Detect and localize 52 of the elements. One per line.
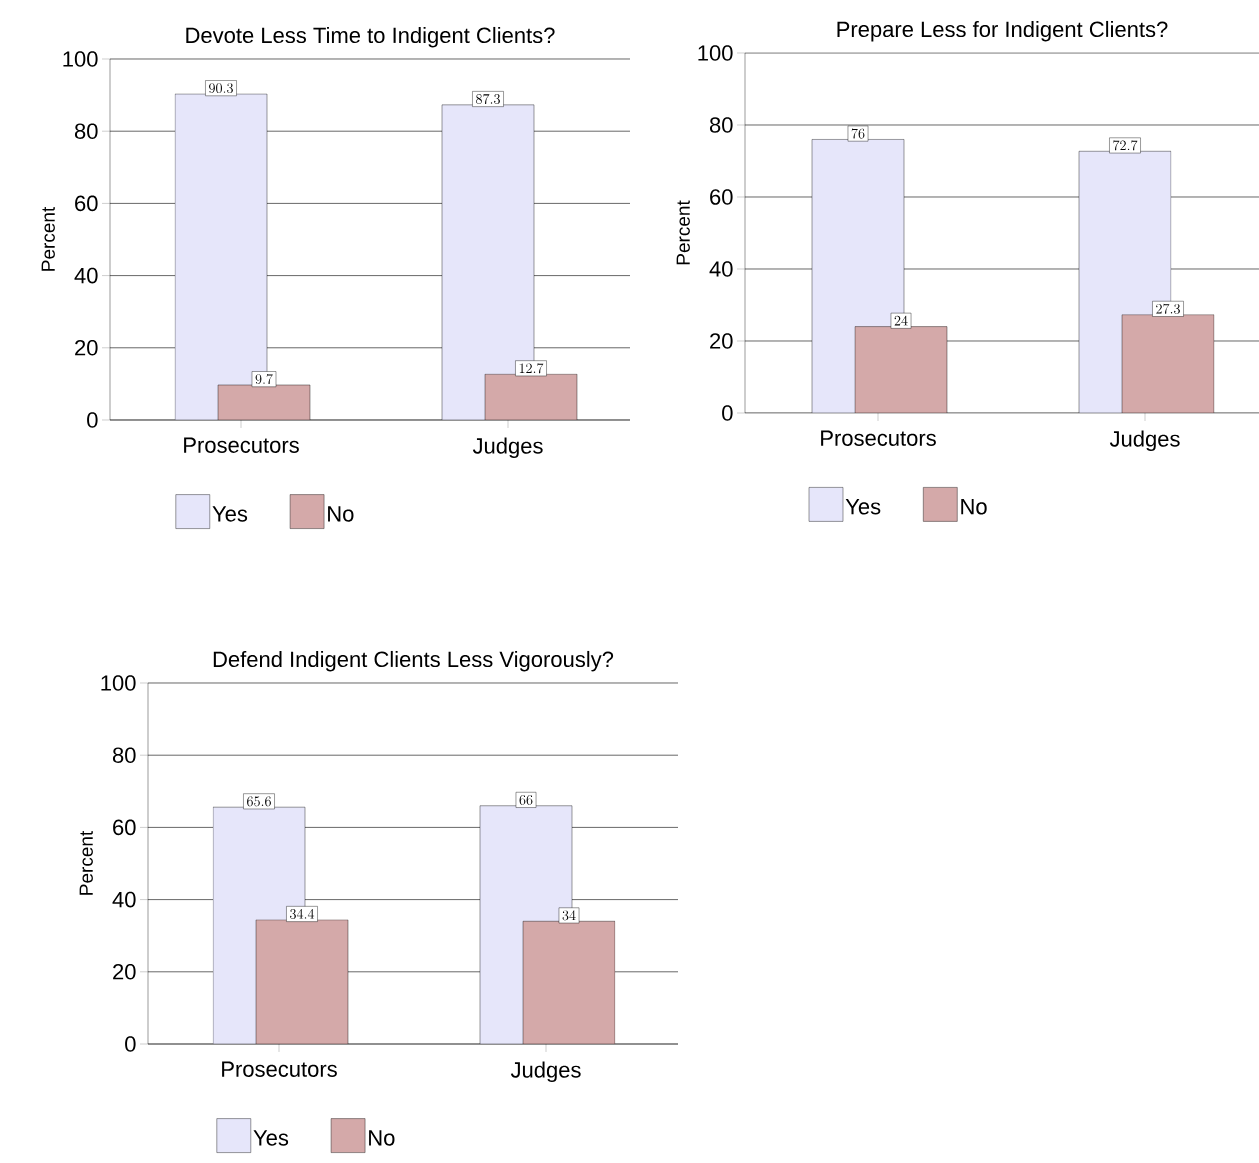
y-tick-label: 60 <box>75 195 98 212</box>
y-tick-label: 60 <box>113 819 136 836</box>
y-tick-label: 60 <box>710 189 733 205</box>
data-label: 76 <box>851 128 865 139</box>
y-tick-label: 80 <box>74 123 98 139</box>
legend-label: No <box>328 506 354 522</box>
y-tick-label: 0 <box>125 1036 136 1052</box>
x-tick-label: Judges <box>472 437 543 459</box>
data-label: 66 <box>519 794 533 805</box>
legend-label: No <box>369 1130 395 1146</box>
y-tick-label: 20 <box>75 340 98 356</box>
bar <box>217 384 311 420</box>
y-tick-label: 100 <box>698 45 733 61</box>
y-tick-label: 20 <box>113 964 136 980</box>
y-tick-label: 40 <box>709 261 733 277</box>
y-tick-label: 100 <box>63 51 98 67</box>
chart-title: Devote Less Time to Indigent Clients? <box>186 26 555 48</box>
data-label: 87.3 <box>476 93 500 104</box>
legend-label: Yes <box>253 1130 289 1146</box>
chart-title: Defend Indigent Clients Less Vigorously? <box>213 650 614 672</box>
y-tick-label: 80 <box>112 747 136 763</box>
data-label: 65.6 <box>247 796 271 807</box>
y-tick-label: 0 <box>87 412 98 428</box>
y-axis-title: Percent <box>676 200 690 265</box>
data-label: 34 <box>562 910 576 921</box>
x-tick-label: Prosecutors <box>821 430 936 446</box>
data-label: 12.7 <box>519 363 544 374</box>
x-tick-label: Judges <box>510 1061 581 1083</box>
y-axis-title: Percent <box>41 206 55 271</box>
data-label: 9.7 <box>255 374 273 385</box>
data-label: 90.3 <box>209 83 233 94</box>
data-label: 24 <box>894 315 908 326</box>
legend-label: No <box>961 499 987 515</box>
data-label: 72.7 <box>1113 140 1138 151</box>
bar <box>484 373 578 420</box>
x-tick-label: Prosecutors <box>184 437 299 453</box>
y-tick-label: 80 <box>709 117 733 133</box>
y-tick-label: 40 <box>74 267 98 284</box>
chart-title: Prepare Less for Indigent Clients? <box>837 20 1168 42</box>
bar <box>522 921 616 1044</box>
data-label: 34.4 <box>290 908 315 919</box>
y-tick-label: 0 <box>722 405 733 421</box>
bar <box>255 919 349 1044</box>
x-tick-label: Prosecutors <box>222 1061 337 1077</box>
y-tick-label: 20 <box>710 333 733 349</box>
x-tick-label: Judges <box>1109 430 1180 452</box>
y-tick-label: 100 <box>101 675 136 691</box>
legend-label: Yes <box>845 499 881 515</box>
legend-label: Yes <box>212 506 248 522</box>
y-axis-title: Percent <box>79 830 93 895</box>
y-tick-label: 40 <box>112 891 136 908</box>
data-label: 27.3 <box>1156 303 1180 314</box>
